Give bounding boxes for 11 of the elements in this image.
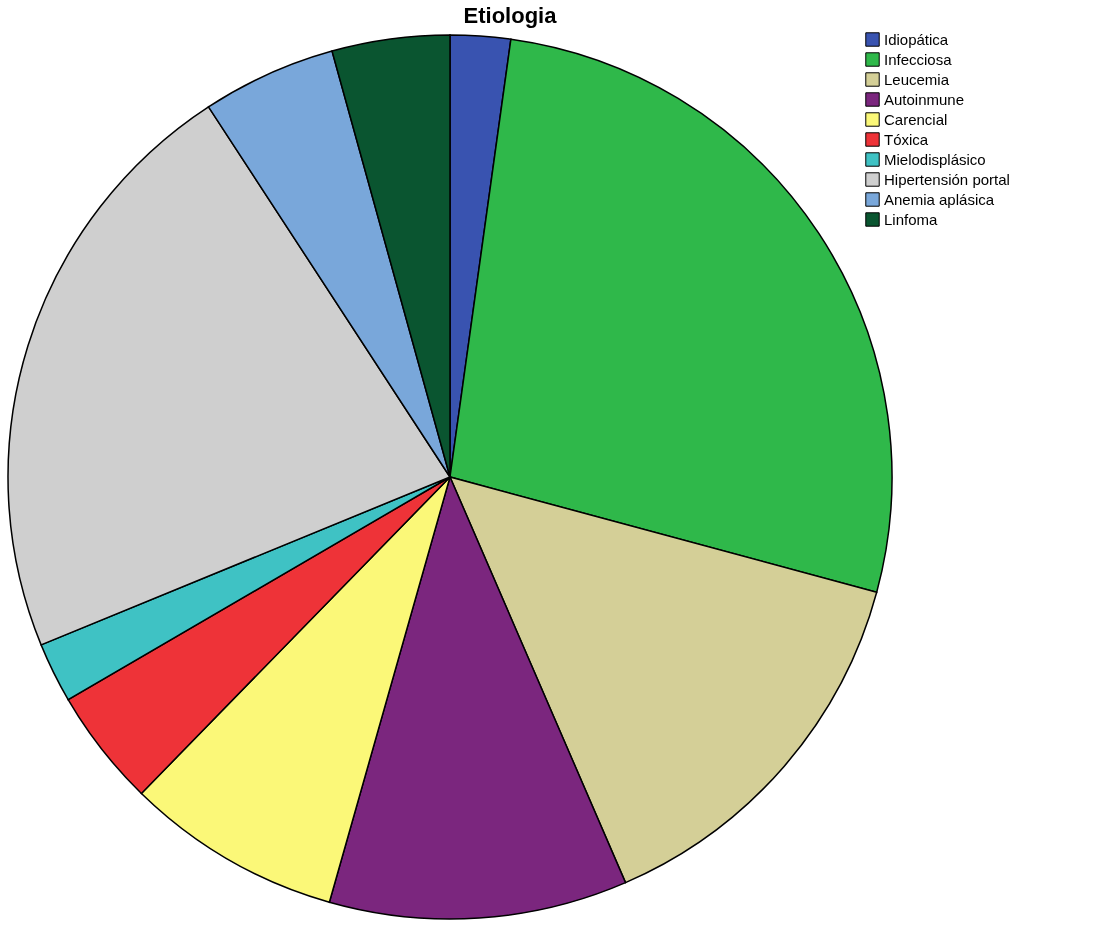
legend-label: Idiopática: [884, 30, 949, 48]
legend-label: Hipertensión portal: [884, 170, 1010, 188]
legend-label: Carencial: [884, 110, 948, 128]
legend-label: Tóxica: [884, 130, 929, 148]
chart-title: Etiologia: [463, 3, 558, 28]
legend-label: Mielodisplásico: [884, 150, 986, 168]
legend-label: Linfoma: [884, 210, 939, 228]
legend-label: Anemia aplásica: [884, 190, 995, 208]
legend-label: Infecciosa: [884, 50, 953, 68]
legend-label: Leucemia: [884, 70, 950, 88]
legend-label: Autoinmune: [884, 90, 965, 108]
